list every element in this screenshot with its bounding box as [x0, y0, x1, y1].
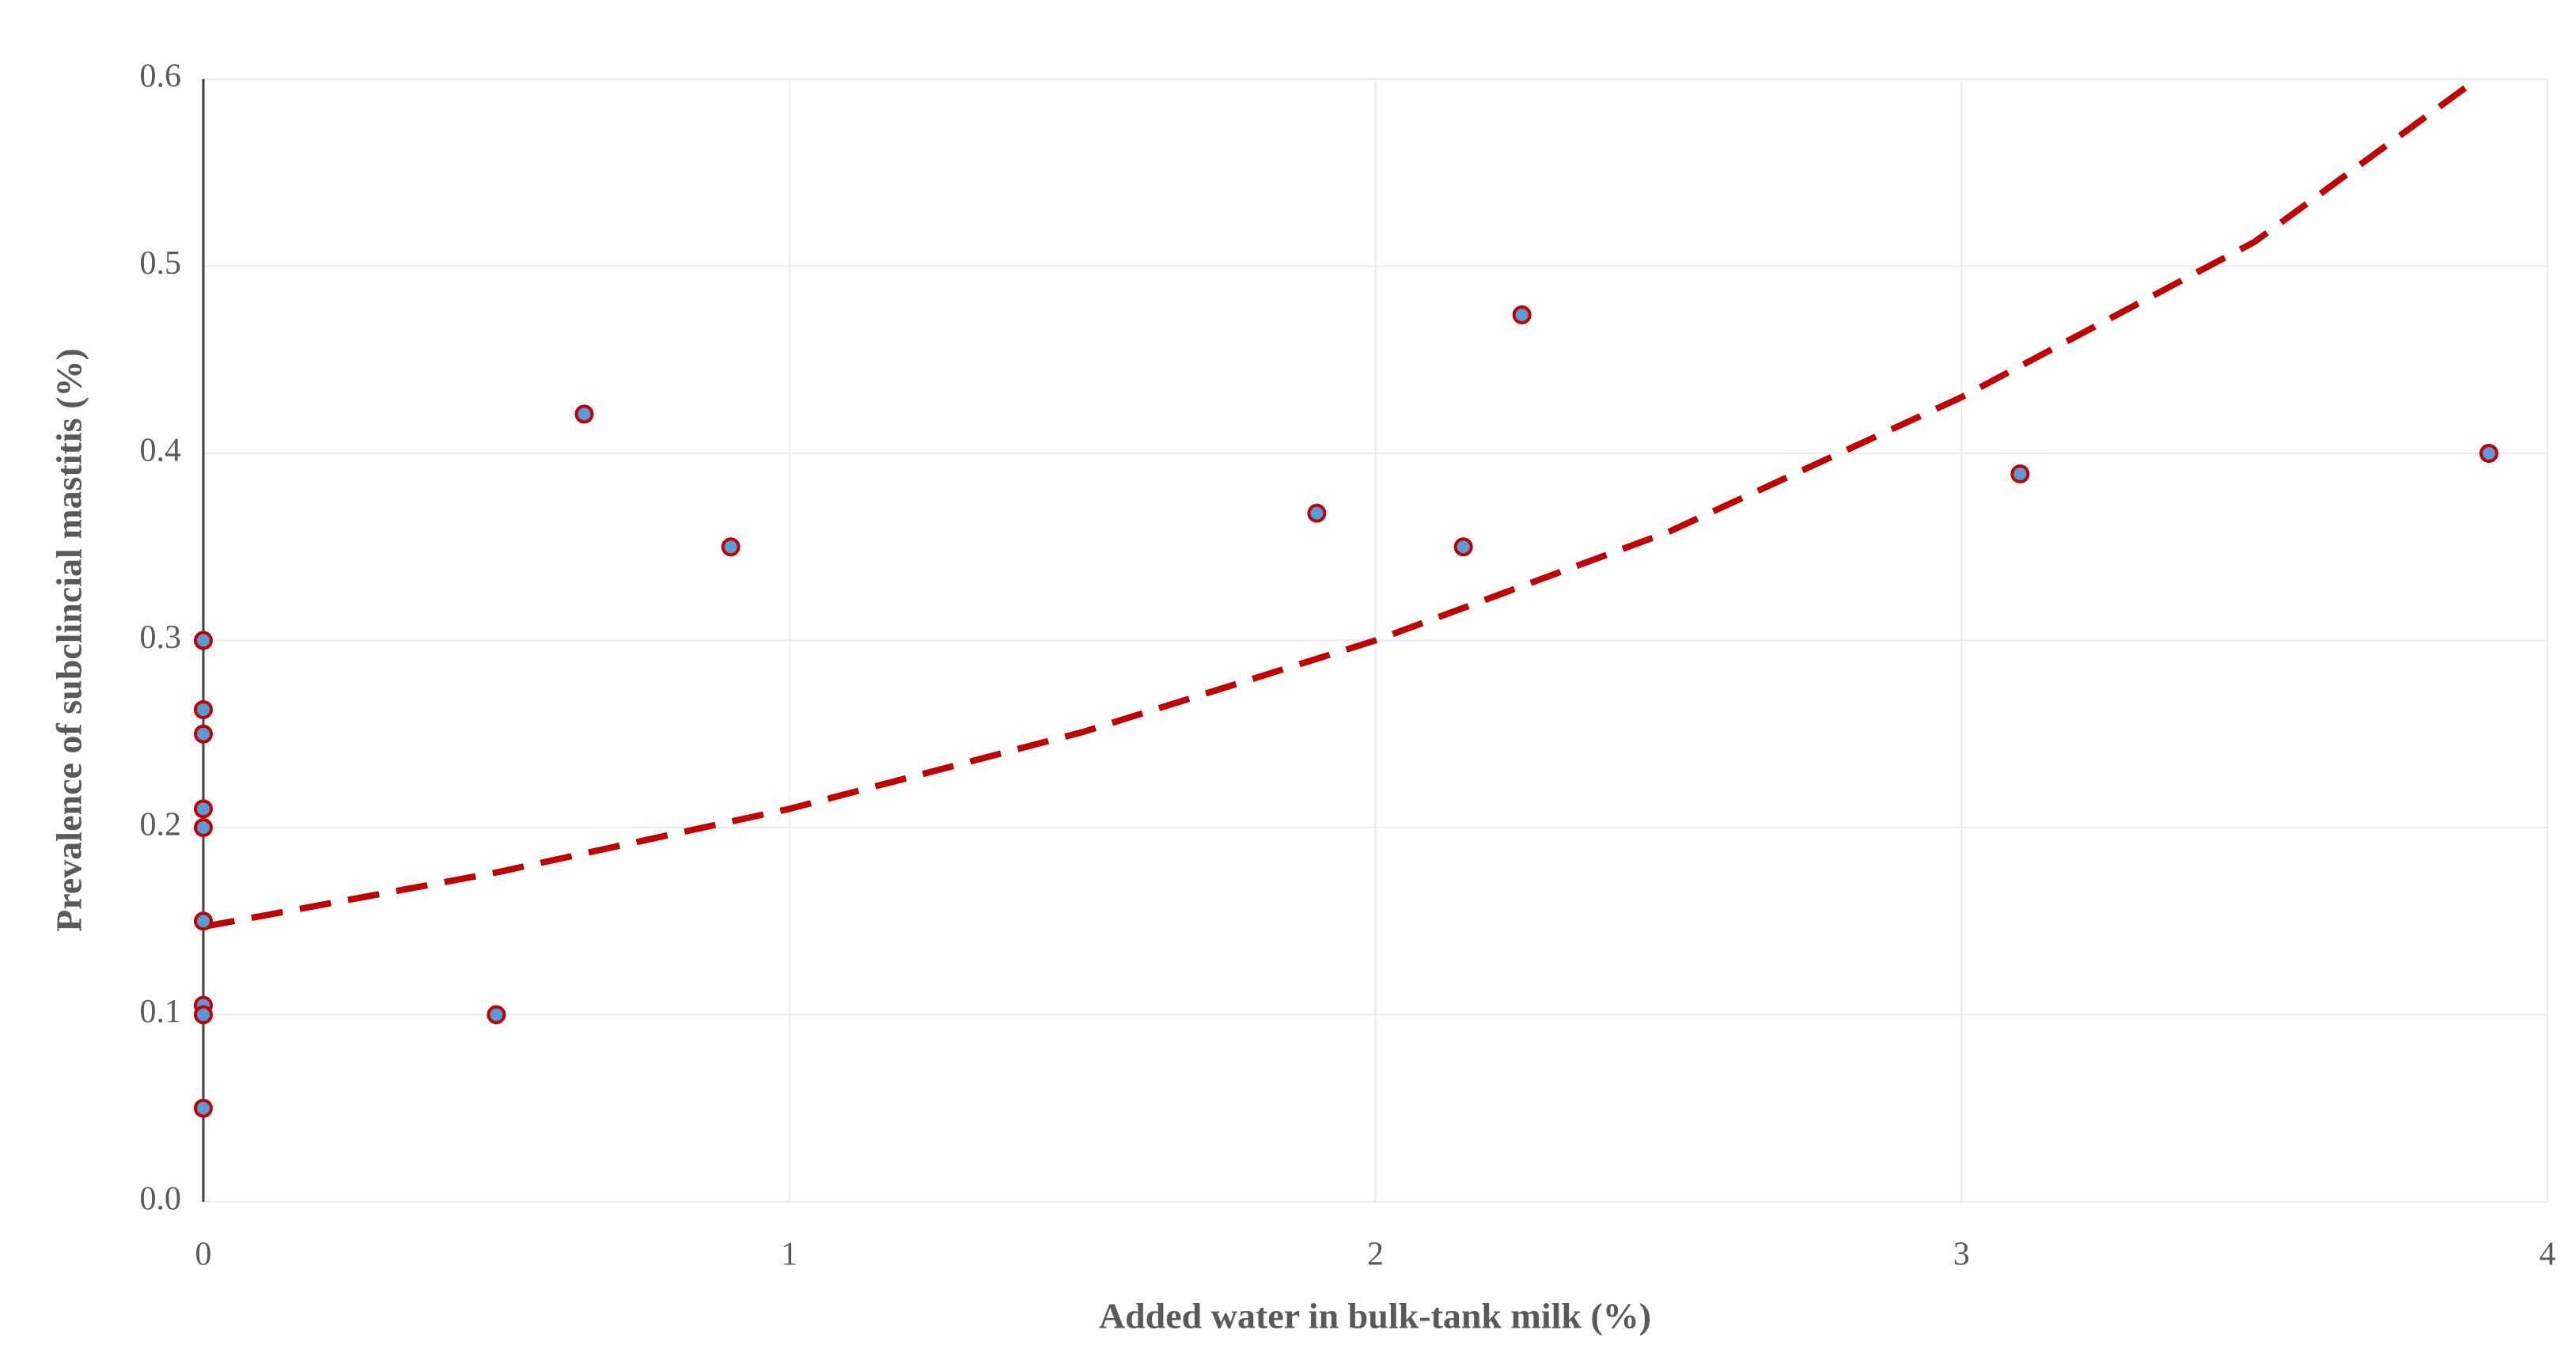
- y-tick-label: 0.2: [140, 807, 182, 843]
- scatter-point: [194, 911, 213, 931]
- x-axis-title: Added water in bulk-tank milk (%): [1099, 1296, 1651, 1336]
- y-tick-label: 0.6: [140, 59, 182, 95]
- scatter-point: [1307, 503, 1327, 523]
- y-axis-title: Prevalence of subclincial mastitis (%): [49, 348, 89, 932]
- x-tick-label: 3: [1953, 1237, 1970, 1273]
- scatter-point: [1512, 305, 1532, 324]
- y-tick-label: 0.4: [140, 433, 182, 469]
- y-tick-label: 0.5: [140, 245, 182, 282]
- x-tick-label: 4: [2540, 1237, 2556, 1273]
- scatter-point: [721, 537, 741, 557]
- x-tick-label: 2: [1367, 1237, 1384, 1273]
- scatter-point: [487, 1005, 506, 1025]
- scatter-point: [194, 1098, 213, 1118]
- y-tick-label: 0.1: [140, 994, 182, 1030]
- x-tick-label: 0: [195, 1237, 212, 1273]
- trendline: [203, 76, 2479, 930]
- scatter-point: [194, 818, 213, 837]
- scatter-point: [194, 724, 213, 744]
- scatter-point: [194, 700, 213, 720]
- scatter-point: [194, 799, 213, 819]
- y-tick-label: 0.0: [140, 1181, 182, 1218]
- y-tick-label: 0.3: [140, 619, 182, 656]
- scatter-point: [194, 1005, 213, 1025]
- scatter-point: [2479, 444, 2498, 463]
- scatter-point: [1453, 537, 1473, 557]
- x-tick-label: 1: [781, 1237, 797, 1273]
- scatter-point: [194, 631, 213, 650]
- scatter-point: [574, 404, 594, 424]
- scatter-point: [2010, 464, 2030, 484]
